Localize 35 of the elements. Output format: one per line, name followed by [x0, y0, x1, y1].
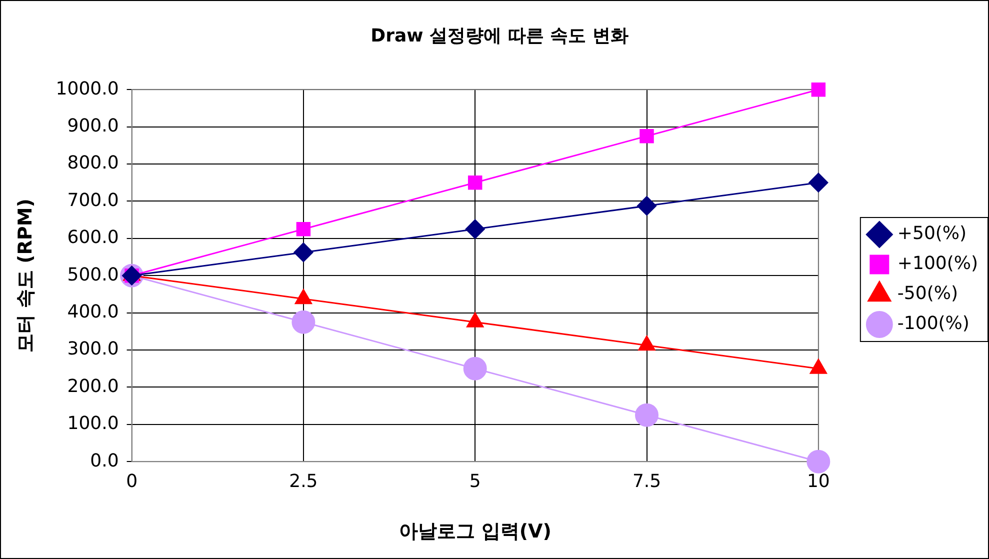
y-tick-label: 100.0 [67, 413, 119, 434]
chart-title: Draw 설정량에 따른 속도 변화 [370, 25, 628, 46]
point [640, 128, 654, 144]
y-axis-title: 모터 속도 (RPM) [14, 198, 36, 353]
point [292, 310, 316, 334]
point [808, 172, 828, 192]
point [296, 222, 311, 236]
legend-label: +50(%) [897, 223, 967, 244]
point [635, 403, 659, 427]
legend-label: -50(%) [897, 283, 958, 304]
x-axis-title: 아날로그 입력(V) [398, 520, 552, 543]
x-tick-label: 5 [469, 471, 481, 492]
y-tick-label: 900.0 [67, 115, 119, 136]
y-tick-label: 0.0 [90, 450, 119, 472]
y-tick-label: 500.0 [67, 264, 119, 286]
y-tick-label: 300.0 [67, 338, 119, 360]
x-tick-label: 10 [806, 471, 830, 492]
legend-label: +100(%) [897, 253, 978, 274]
legend-label: -100(%) [897, 313, 970, 334]
point [465, 219, 485, 239]
y-tick-label: 1000.0 [56, 78, 119, 100]
y-tick-label: 800.0 [67, 152, 119, 174]
x-tick-label: 0 [126, 471, 138, 492]
point [294, 242, 314, 262]
point [637, 196, 657, 216]
point [463, 356, 487, 380]
point [806, 450, 830, 474]
point [811, 82, 826, 97]
y-tick-label: 700.0 [67, 190, 119, 211]
point [468, 175, 482, 190]
y-tick-label: 400.0 [67, 301, 119, 322]
y-tick-label: 600.0 [67, 227, 119, 248]
y-tick-label: 200.0 [67, 376, 119, 397]
x-tick-label: 7.5 [632, 471, 662, 492]
x-tick-label: 2.5 [289, 471, 318, 492]
